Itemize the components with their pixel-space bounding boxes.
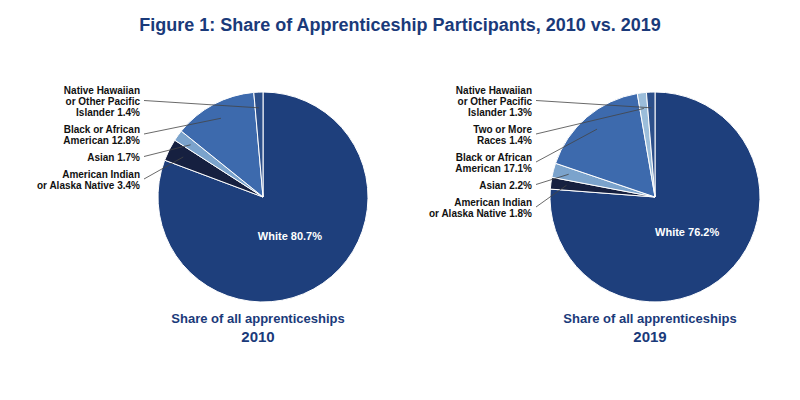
svg-text:Asian 1.7%: Asian 1.7% xyxy=(87,151,140,162)
svg-text:American Indianor Alaska Nativ: American Indianor Alaska Native 1.8% xyxy=(429,196,532,218)
html-text:Share of all apprenticeships: Share of all apprenticeships xyxy=(171,311,345,326)
svg-text:Asian 2.2%: Asian 2.2% xyxy=(479,179,532,190)
html-text:2010: 2010 xyxy=(241,328,275,345)
svg-text:White 80.7%: White 80.7% xyxy=(258,230,322,242)
html-text:2019: 2019 xyxy=(633,328,667,345)
svg-text:Two or MoreRaces 1.4%: Two or MoreRaces 1.4% xyxy=(473,123,532,145)
svg-text:Native Hawaiianor Other Pacifi: Native Hawaiianor Other PacificIslander … xyxy=(456,84,533,117)
svg-text:Black or AfricanAmerican 17.1%: Black or AfricanAmerican 17.1% xyxy=(455,151,532,173)
svg-text:White 76.2%: White 76.2% xyxy=(655,226,719,238)
svg-text:Native Hawaiianor Other Pacifi: Native Hawaiianor Other PacificIslander … xyxy=(64,84,141,117)
html-text:Figure 1: Share of Apprentices: Figure 1: Share of Apprenticeship Partic… xyxy=(139,15,661,35)
svg-text:American Indianor Alaska Nativ: American Indianor Alaska Native 3.4% xyxy=(37,168,140,190)
html-text:Share of all apprenticeships: Share of all apprenticeships xyxy=(563,311,737,326)
svg-text:Black or AfricanAmerican 12.8%: Black or AfricanAmerican 12.8% xyxy=(63,123,140,145)
